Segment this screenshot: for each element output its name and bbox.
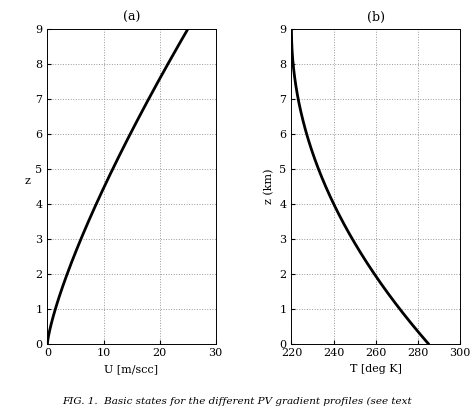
Y-axis label: z (km): z (km) bbox=[264, 169, 274, 204]
Y-axis label: z: z bbox=[24, 176, 30, 186]
Title: (b): (b) bbox=[366, 11, 384, 24]
X-axis label: U [m/scc]: U [m/scc] bbox=[104, 364, 159, 374]
X-axis label: T [deg K]: T [deg K] bbox=[350, 364, 401, 374]
Text: FIG. 1.  Basic states for the different PV gradient profiles (see text: FIG. 1. Basic states for the different P… bbox=[62, 397, 412, 406]
Title: (a): (a) bbox=[123, 11, 140, 24]
